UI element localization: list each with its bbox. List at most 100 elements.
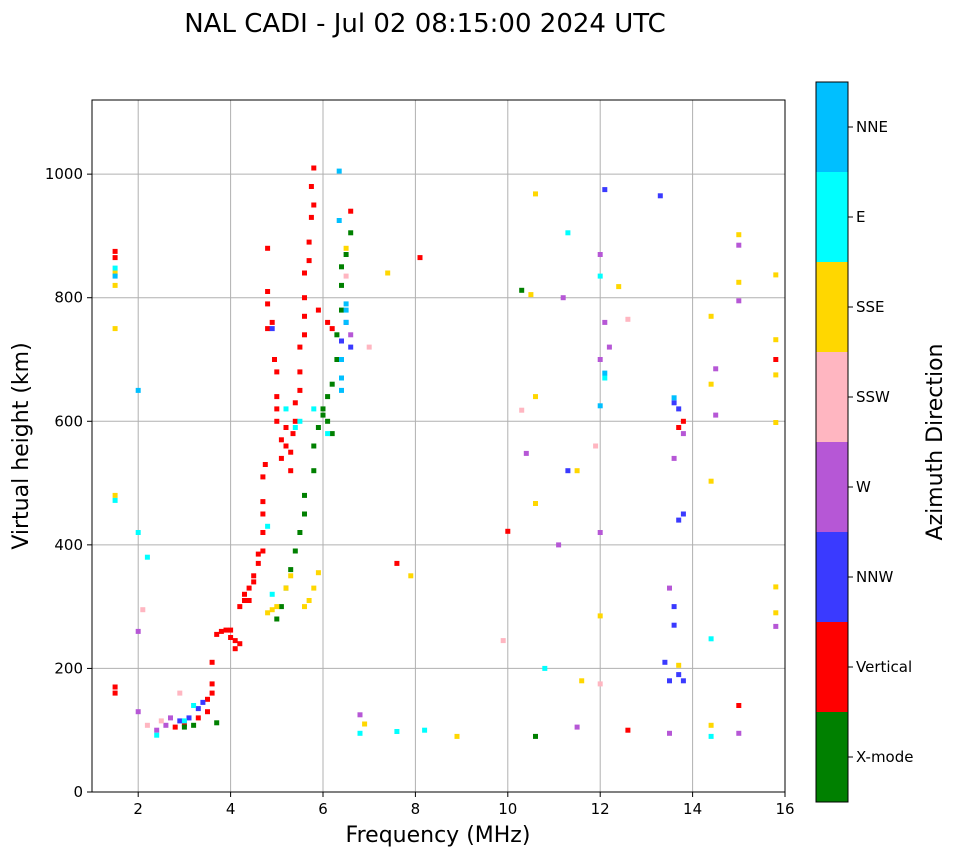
data-point: [528, 292, 534, 298]
data-point: [320, 406, 326, 412]
data-point: [597, 613, 603, 619]
colorbar-label: SSE: [856, 298, 885, 316]
data-point: [218, 628, 224, 634]
data-point: [209, 659, 215, 665]
data-point: [265, 301, 271, 307]
data-point: [339, 282, 344, 288]
data-point: [708, 381, 714, 387]
data-point: [260, 499, 266, 505]
colorbar-segment: [816, 352, 848, 442]
data-point: [302, 604, 307, 610]
data-point: [736, 298, 742, 304]
data-point: [773, 272, 779, 278]
data-point: [112, 273, 118, 279]
data-point: [283, 406, 289, 412]
data-point: [334, 332, 340, 338]
colorbar: X-mode Vertical NNW W SSW SSE E NNE: [815, 81, 913, 803]
data-point: [292, 418, 298, 424]
data-point: [228, 635, 234, 640]
data-point: [311, 202, 317, 208]
data-point: [112, 492, 118, 498]
data-point: [574, 468, 580, 474]
data-point: [172, 724, 178, 730]
data-point: [265, 610, 271, 616]
data-point: [662, 659, 668, 665]
data-point: [297, 369, 303, 375]
data-point: [773, 337, 779, 343]
data-point: [302, 295, 307, 301]
data-point: [343, 245, 349, 251]
data-point: [713, 412, 719, 418]
data-point: [112, 326, 118, 332]
data-point: [667, 730, 672, 736]
data-point: [288, 468, 294, 474]
colorbar-segment: [816, 262, 848, 352]
data-point: [214, 631, 220, 637]
data-point: [251, 579, 257, 585]
data-point: [708, 722, 714, 728]
data-point: [339, 264, 344, 270]
colorbar-segment: [816, 82, 848, 172]
x-tick-label: 12: [591, 800, 610, 818]
y-axis-label: Virtual height (km): [9, 342, 34, 549]
data-point: [209, 681, 215, 687]
data-point: [144, 554, 150, 560]
data-point: [311, 585, 317, 591]
data-point: [297, 530, 303, 535]
data-point: [269, 591, 275, 597]
data-point: [597, 252, 603, 257]
series-vertical: [112, 165, 779, 733]
colorbar-segment: [816, 622, 848, 712]
data-point: [297, 418, 303, 424]
data-point: [773, 372, 779, 378]
data-point: [680, 511, 686, 517]
data-point: [265, 326, 271, 332]
data-point: [533, 394, 538, 400]
data-point: [708, 733, 714, 739]
data-point: [186, 715, 192, 721]
data-point: [237, 641, 243, 647]
data-point: [597, 403, 603, 409]
data-point: [290, 431, 296, 437]
data-point: [597, 530, 603, 535]
data-point: [329, 326, 335, 332]
data-point: [348, 332, 354, 338]
data-point: [205, 696, 210, 702]
x-axis-label: Frequency (MHz): [346, 823, 531, 848]
data-point: [574, 724, 580, 730]
data-point: [232, 646, 238, 652]
x-tick-label: 14: [683, 800, 702, 818]
data-point: [306, 239, 312, 245]
data-point: [417, 255, 423, 261]
data-point: [597, 357, 603, 362]
data-point: [542, 665, 548, 671]
data-point: [579, 678, 585, 684]
data-point: [422, 727, 428, 733]
colorbar-label: Vertical: [856, 658, 912, 676]
axis-ticks: 2 4 6 8 10 12 14 16 0 200 400 600 800 1000: [45, 165, 795, 818]
data-point: [260, 474, 266, 480]
data-point: [232, 638, 238, 644]
data-points: [112, 165, 779, 739]
data-point: [112, 497, 118, 503]
chart-title: NAL CADI - Jul 02 08:15:00 2024 UTC: [184, 9, 666, 39]
data-point: [676, 672, 682, 678]
data-point: [292, 548, 298, 554]
data-point: [311, 443, 317, 449]
data-point: [339, 375, 344, 381]
data-point: [565, 230, 571, 236]
data-point: [265, 523, 271, 529]
data-point: [278, 437, 284, 443]
data-point: [311, 468, 317, 474]
data-point: [195, 715, 201, 721]
data-point: [306, 258, 312, 264]
series-sse: [112, 191, 779, 739]
data-point: [168, 715, 173, 721]
data-point: [269, 607, 275, 613]
data-point: [671, 400, 677, 406]
data-point: [348, 208, 354, 214]
data-point: [315, 425, 321, 430]
data-point: [680, 678, 686, 684]
data-point: [708, 636, 714, 642]
data-point: [560, 295, 566, 301]
